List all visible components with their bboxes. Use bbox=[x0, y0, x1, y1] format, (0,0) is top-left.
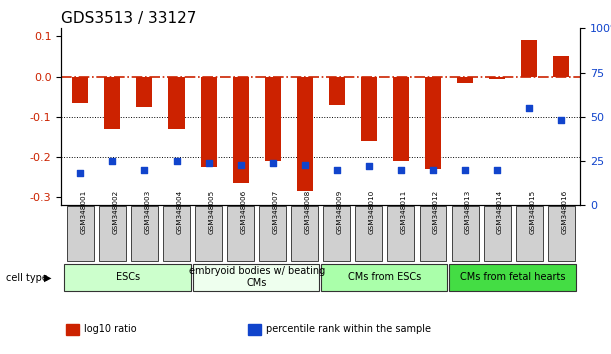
Point bbox=[428, 167, 438, 173]
Bar bbox=[457, 76, 473, 82]
Bar bbox=[521, 40, 537, 76]
FancyBboxPatch shape bbox=[321, 264, 447, 291]
Point bbox=[332, 167, 342, 173]
Bar bbox=[248, 324, 261, 335]
Point bbox=[396, 167, 406, 173]
Text: GSM348008: GSM348008 bbox=[305, 190, 311, 234]
FancyBboxPatch shape bbox=[516, 206, 543, 261]
FancyBboxPatch shape bbox=[163, 206, 190, 261]
Bar bbox=[169, 76, 185, 129]
Point bbox=[300, 162, 310, 167]
FancyBboxPatch shape bbox=[449, 264, 576, 291]
Text: GSM348014: GSM348014 bbox=[497, 190, 503, 234]
Bar bbox=[329, 76, 345, 105]
Point bbox=[364, 164, 374, 169]
Bar bbox=[66, 324, 79, 335]
FancyBboxPatch shape bbox=[64, 264, 191, 291]
Text: GSM348007: GSM348007 bbox=[273, 190, 279, 234]
Text: GSM348011: GSM348011 bbox=[401, 190, 407, 234]
Point bbox=[524, 105, 534, 111]
Text: GSM348001: GSM348001 bbox=[80, 190, 86, 234]
Point bbox=[460, 167, 470, 173]
FancyBboxPatch shape bbox=[192, 264, 319, 291]
FancyBboxPatch shape bbox=[452, 206, 478, 261]
Text: GSM348004: GSM348004 bbox=[177, 190, 183, 234]
Text: GSM348012: GSM348012 bbox=[433, 190, 439, 234]
Bar bbox=[200, 76, 216, 167]
Text: CMs from fetal hearts: CMs from fetal hearts bbox=[460, 272, 566, 282]
Text: GSM348009: GSM348009 bbox=[337, 190, 343, 234]
Bar bbox=[425, 76, 441, 169]
FancyBboxPatch shape bbox=[484, 206, 511, 261]
Text: GSM348002: GSM348002 bbox=[112, 190, 119, 234]
Text: percentile rank within the sample: percentile rank within the sample bbox=[266, 324, 431, 334]
Bar bbox=[136, 76, 153, 107]
Bar bbox=[489, 76, 505, 79]
FancyBboxPatch shape bbox=[99, 206, 126, 261]
Bar bbox=[104, 76, 120, 129]
Point bbox=[203, 160, 213, 166]
Text: GSM348016: GSM348016 bbox=[562, 190, 567, 234]
FancyBboxPatch shape bbox=[323, 206, 350, 261]
Text: GSM348003: GSM348003 bbox=[144, 190, 150, 234]
FancyBboxPatch shape bbox=[131, 206, 158, 261]
Text: cell type: cell type bbox=[6, 273, 48, 283]
FancyBboxPatch shape bbox=[291, 206, 318, 261]
Bar bbox=[233, 76, 249, 183]
Point bbox=[108, 158, 117, 164]
FancyBboxPatch shape bbox=[227, 206, 254, 261]
Text: GSM348013: GSM348013 bbox=[465, 190, 471, 234]
Bar bbox=[265, 76, 280, 161]
Point bbox=[75, 171, 85, 176]
Point bbox=[268, 160, 277, 166]
Text: CMs from ESCs: CMs from ESCs bbox=[348, 272, 422, 282]
FancyBboxPatch shape bbox=[356, 206, 382, 261]
Text: ▶: ▶ bbox=[44, 273, 51, 283]
FancyBboxPatch shape bbox=[420, 206, 447, 261]
Bar bbox=[393, 76, 409, 161]
Text: ESCs: ESCs bbox=[116, 272, 141, 282]
Point bbox=[492, 167, 502, 173]
Point bbox=[236, 162, 246, 167]
Text: GSM348006: GSM348006 bbox=[241, 190, 247, 234]
FancyBboxPatch shape bbox=[195, 206, 222, 261]
Text: log10 ratio: log10 ratio bbox=[84, 324, 137, 334]
Point bbox=[557, 118, 566, 123]
Text: GSM348010: GSM348010 bbox=[369, 190, 375, 234]
Text: GSM348015: GSM348015 bbox=[529, 190, 535, 234]
Text: embryoid bodies w/ beating
CMs: embryoid bodies w/ beating CMs bbox=[189, 266, 325, 288]
FancyBboxPatch shape bbox=[547, 206, 575, 261]
Bar bbox=[72, 76, 89, 103]
Bar bbox=[553, 57, 569, 76]
FancyBboxPatch shape bbox=[67, 206, 94, 261]
Text: GDS3513 / 33127: GDS3513 / 33127 bbox=[61, 11, 197, 26]
Bar bbox=[361, 76, 377, 141]
Point bbox=[139, 167, 149, 173]
FancyBboxPatch shape bbox=[259, 206, 286, 261]
Bar bbox=[297, 76, 313, 191]
Point bbox=[172, 158, 181, 164]
Text: GSM348005: GSM348005 bbox=[208, 190, 214, 234]
FancyBboxPatch shape bbox=[387, 206, 414, 261]
